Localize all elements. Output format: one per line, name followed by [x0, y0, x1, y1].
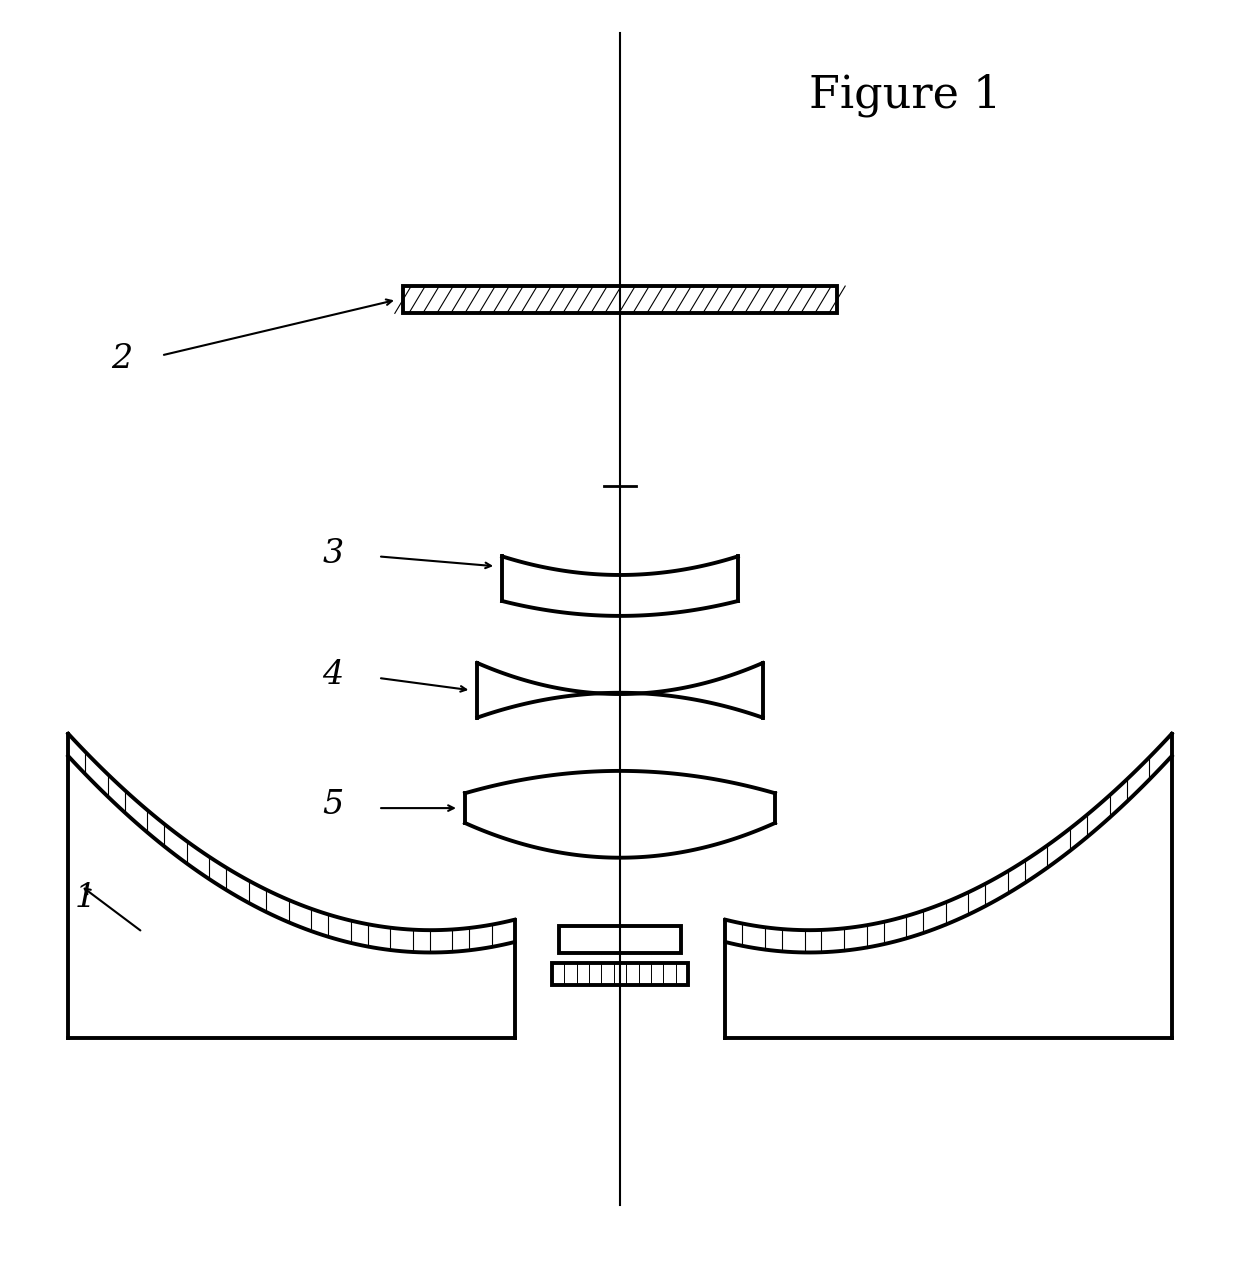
Text: 3: 3 [322, 538, 343, 570]
Bar [552, 963, 688, 986]
Text: 2: 2 [112, 343, 133, 374]
Text: 5: 5 [322, 789, 343, 821]
Text: 1: 1 [74, 882, 95, 914]
Bar [403, 286, 837, 313]
Bar [558, 926, 682, 953]
Text: Figure 1: Figure 1 [808, 74, 1002, 117]
Text: 4: 4 [322, 659, 343, 692]
